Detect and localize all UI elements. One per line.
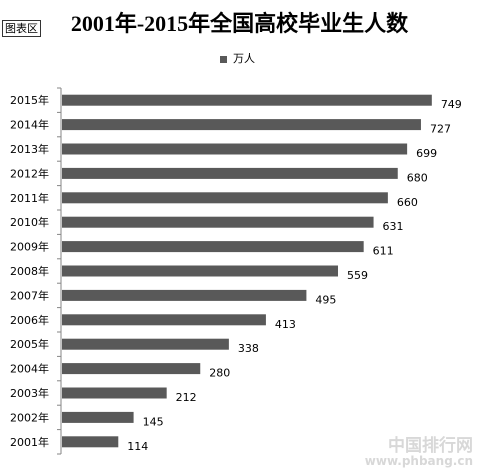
data-label: 559: [347, 269, 368, 282]
data-label: 660: [397, 196, 418, 209]
legend-label: 万人: [233, 52, 255, 65]
watermark-line1: 中国排行网: [388, 436, 473, 456]
category-label: 2007年: [10, 288, 49, 302]
category-label: 2002年: [10, 410, 49, 424]
category-label: 2015年: [10, 93, 49, 107]
category-label: 2001年: [10, 435, 49, 449]
category-label: 2013年: [10, 142, 49, 156]
bar: [62, 289, 307, 301]
data-label: 727: [430, 123, 451, 136]
chart-legend: 万人: [220, 52, 255, 66]
category-label: 2003年: [10, 386, 49, 400]
data-label: 280: [209, 367, 230, 380]
bar: [62, 363, 201, 375]
category-label: 2009年: [10, 240, 49, 254]
category-label: 2011年: [10, 191, 49, 205]
category-label: 2008年: [10, 264, 49, 278]
bar: [62, 387, 167, 399]
data-label: 680: [407, 171, 428, 184]
data-label: 145: [143, 415, 164, 428]
data-label: 212: [176, 391, 197, 404]
bar: [62, 216, 374, 228]
bar: [62, 338, 229, 350]
data-label: 338: [238, 342, 259, 355]
category-label: 2010年: [10, 215, 49, 229]
bar: [62, 119, 421, 131]
data-label: 631: [383, 220, 404, 233]
bar: [62, 265, 339, 277]
data-label: 749: [441, 98, 462, 111]
bar: [62, 192, 388, 204]
bar: [62, 314, 266, 326]
data-label: 114: [127, 440, 148, 453]
chart-area-tag: 图表区: [2, 20, 41, 37]
bar: [62, 436, 119, 448]
category-label: 2006年: [10, 313, 49, 327]
category-label: 2012年: [10, 166, 49, 180]
category-label: 2014年: [10, 118, 49, 132]
bar: [62, 241, 364, 253]
watermark-line2: www.phbang.cn: [364, 454, 473, 468]
watermark: 中国排行网 www.phbang.cn: [365, 437, 473, 468]
data-label: 495: [315, 293, 336, 306]
chart-title: 2001年-2015年全国高校毕业生人数: [70, 11, 409, 36]
bar: [62, 411, 134, 423]
bar: [62, 143, 408, 155]
bar: [62, 167, 398, 179]
legend-swatch: [220, 55, 227, 63]
category-label: 2005年: [10, 337, 49, 351]
category-label: 2004年: [10, 362, 49, 376]
data-label: 699: [416, 147, 437, 160]
data-label: 413: [275, 318, 296, 331]
data-label: 611: [373, 245, 394, 258]
bar: [62, 94, 432, 106]
